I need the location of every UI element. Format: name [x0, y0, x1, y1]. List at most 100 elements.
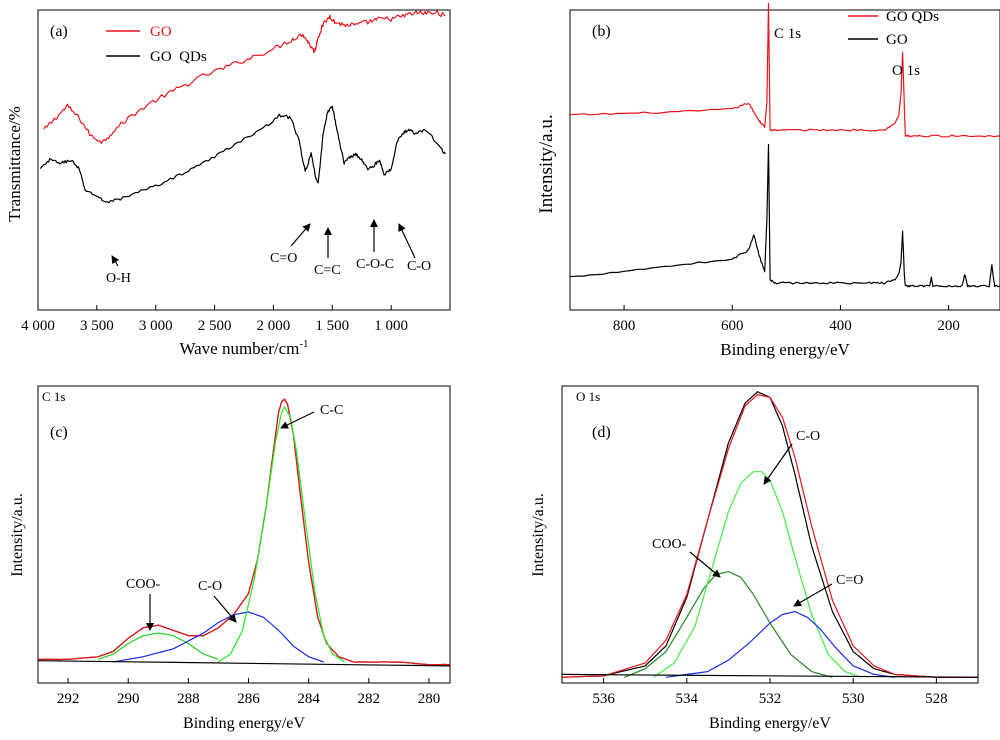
panel-a-xtick-label-2: 3 000: [139, 318, 173, 334]
arrow-co-d: [763, 443, 793, 485]
panel-b-xtick-label-2: 400: [829, 318, 852, 334]
panel-c-xtick-label-4: 284: [297, 691, 320, 707]
panel-c-ylabel: Intensity/a.u.: [9, 493, 26, 577]
annotation-c-o-c: C-O-C: [356, 257, 394, 272]
panel-a-xtick-label-1: 3 500: [80, 318, 114, 334]
legend-b-go-label: GO: [886, 32, 908, 48]
panel-a-series-go-qds-1: [39, 105, 446, 204]
panel-d-xlabel: Binding energy/eV: [709, 715, 831, 732]
panel-b: 800 600 400 200 (b) GO QDs GO C 1s O 1s Int…: [536, 2, 1000, 359]
panel-d-annotations: COO- C-O C=O: [652, 429, 863, 607]
panel-d-xtick-label-4: 528: [925, 691, 948, 707]
annotation-co-d: C-O: [796, 429, 820, 444]
panel-c-series-trace-3: [113, 611, 324, 663]
annotation-oh: O-H: [106, 271, 131, 286]
panel-c-series-trace-2: [97, 632, 219, 660]
panel-c-xtick-label-2: 288: [177, 691, 200, 707]
panel-b-plot-frame: [569, 9, 1000, 311]
panel-d: 536 534 532 530 528 O 1s (d) COO- C-O C=O In…: [530, 385, 979, 732]
panel-a-xtick-label-6: 1 000: [374, 318, 408, 334]
panel-b-xtick-label-0: 800: [613, 318, 636, 334]
panel-d-ticks: 536 534 532 530 528: [592, 678, 948, 707]
legend-a-go-label: GO: [150, 24, 172, 40]
panel-c-series-trace-5: [37, 660, 451, 667]
panel-d-series-trace-3: [653, 471, 862, 678]
annotation-cc-c: C-C: [320, 403, 343, 418]
panel-d-xtick-label-3: 530: [842, 691, 865, 707]
panel-a-xlabel: Wave number/cm-1: [179, 338, 308, 358]
panel-b-xtick-label-1: 600: [721, 318, 744, 334]
panel-a-annotations: O-H C=O C=C C-O-C C-O: [106, 219, 431, 286]
panel-a-tag: (a): [50, 23, 68, 40]
panel-d-xtick-label-0: 536: [592, 691, 615, 707]
panel-a-ylabel: Transmittance/%: [5, 106, 24, 222]
panel-c-xtick-label-5: 282: [358, 691, 381, 707]
panel-c-series-trace-1: [38, 398, 450, 666]
panel-c-plot-frame: [37, 385, 451, 684]
panel-a-xtick-label-4: 2 000: [257, 318, 291, 334]
panel-a-traces: [39, 10, 446, 204]
annotation-c-eq-o: C=O: [270, 251, 297, 266]
annotation-coo-c: COO-: [126, 577, 161, 592]
panel-c-annotations: COO- C-O C-C: [126, 403, 343, 631]
panel-c-xlabel: Binding energy/eV: [183, 715, 305, 732]
panel-d-tag: (d): [592, 424, 611, 441]
panel-c: 292 290 288 286 284 282 280 C 1s (c) COO- C-O …: [9, 385, 451, 732]
panel-c-xtick-label-0: 292: [57, 691, 80, 707]
panel-a-series-go-0: [43, 10, 446, 144]
annotation-c-eq-c: C=C: [314, 263, 341, 278]
panel-b-ylabel: Intensity/a.u.: [536, 114, 557, 213]
panel-c-xtick-label-3: 286: [237, 691, 260, 707]
panel-c-corner-label: C 1s: [42, 389, 65, 404]
panel-b-xlabel: Binding energy/eV: [720, 340, 850, 359]
panel-c-traces: [37, 398, 451, 667]
panel-b-traces: [569, 2, 1000, 288]
panel-b-series-go-1: [569, 143, 1000, 288]
panel-a-ticks: 4 000 3 500 3 000 2 500 2 000 1 500 1 000: [21, 305, 408, 334]
panel-b-legend: GO QDs GO: [848, 9, 939, 48]
annotation-o1s-survey: O 1s: [892, 63, 920, 79]
panel-a-xlabel-main: Wave number/cm: [179, 339, 299, 358]
legend-a-goqds-label: GO QDs: [150, 49, 207, 65]
panel-d-traces: [561, 391, 979, 678]
annotation-c-o-a: C-O: [407, 259, 431, 274]
arrow-coo-d: [689, 551, 721, 578]
panel-a-xtick-label-5: 1 500: [315, 318, 349, 334]
panel-a-xtick-label-0: 4 000: [21, 318, 55, 334]
panel-c-xtick-label-1: 290: [117, 691, 140, 707]
annotation-coo-d: COO-: [652, 537, 687, 552]
panel-d-plot-frame: [561, 385, 979, 684]
panel-d-series-trace-2: [624, 571, 833, 678]
arrow-oh: [111, 255, 120, 267]
legend-b-goqds-label: GO QDs: [886, 9, 939, 25]
panel-b-series-go-qds-0: [569, 2, 1000, 138]
arrow-c-o-a: [398, 223, 416, 259]
panel-a-plot-frame: [37, 9, 451, 311]
panel-b-xtick-label-3: 200: [937, 318, 960, 334]
panel-c-tag: (c): [50, 424, 68, 441]
panel-d-ylabel: Intensity/a.u.: [530, 493, 547, 577]
annotation-ceqo-d: C=O: [836, 573, 863, 588]
panel-c-xtick-label-6: 280: [418, 691, 441, 707]
panel-b-ticks: 800 600 400 200: [613, 305, 960, 334]
panel-a-xlabel-sup: -1: [299, 338, 308, 350]
panel-b-tag: (b): [592, 23, 611, 40]
panel-d-series-trace-1: [561, 394, 978, 678]
arrow-co-c: [213, 595, 237, 623]
panel-a-xtick-label-3: 2 500: [198, 318, 232, 334]
arrow-c-eq-o: [290, 223, 311, 247]
annotation-c1s-survey: C 1s: [774, 26, 801, 42]
panel-a-legend: GO GO QDs: [106, 24, 207, 65]
panel-a: 4 000 3 500 3 000 2 500 2 000 1 500 1 000 (a) …: [5, 9, 451, 358]
panel-d-xtick-label-2: 532: [759, 691, 782, 707]
panel-d-series-trace-0: [561, 391, 979, 678]
panel-c-series-trace-4: [218, 406, 346, 663]
panel-d-xtick-label-1: 534: [676, 691, 699, 707]
panel-d-series-trace-5: [561, 673, 979, 678]
panel-d-series-trace-4: [665, 611, 895, 678]
arrow-ceqo-d: [793, 583, 833, 607]
panel-d-corner-label: O 1s: [576, 389, 600, 404]
panel-c-ticks: 292 290 288 286 284 282 280: [57, 678, 440, 707]
annotation-co-c: C-O: [198, 579, 222, 594]
